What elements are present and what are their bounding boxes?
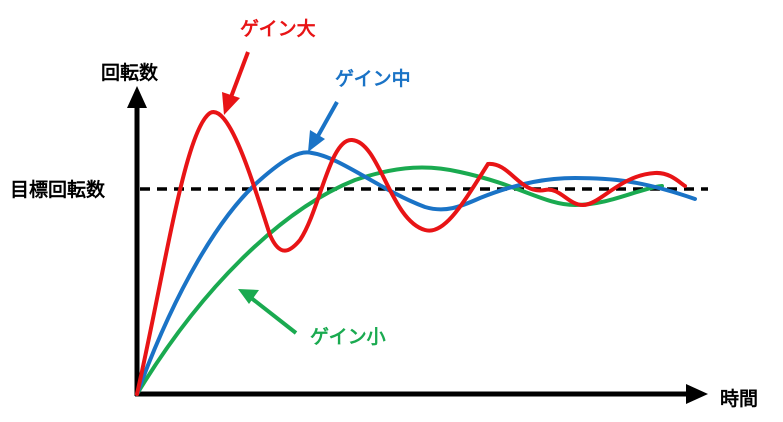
gain-mid-curve [135,150,697,396]
gain-high-label: ゲイン大 [240,17,316,40]
target-label: 目標回転数 [10,178,106,201]
gain-low-pointer-head [238,289,259,304]
gain-low-curve [135,165,664,396]
gain-high-curve [135,110,687,396]
y-axis-label: 回転数 [101,61,159,84]
gain-low-pointer [248,295,298,335]
gain-high-pointer-head [222,92,240,115]
gain-mid-label: ゲイン中 [335,67,411,90]
gain-mid-pointer-head [308,130,325,152]
x-axis-label: 時間 [720,388,758,410]
gain-low-label: ゲイン小 [310,326,386,348]
x-axis-arrowhead [686,384,708,404]
y-axis-arrowhead [127,86,147,108]
